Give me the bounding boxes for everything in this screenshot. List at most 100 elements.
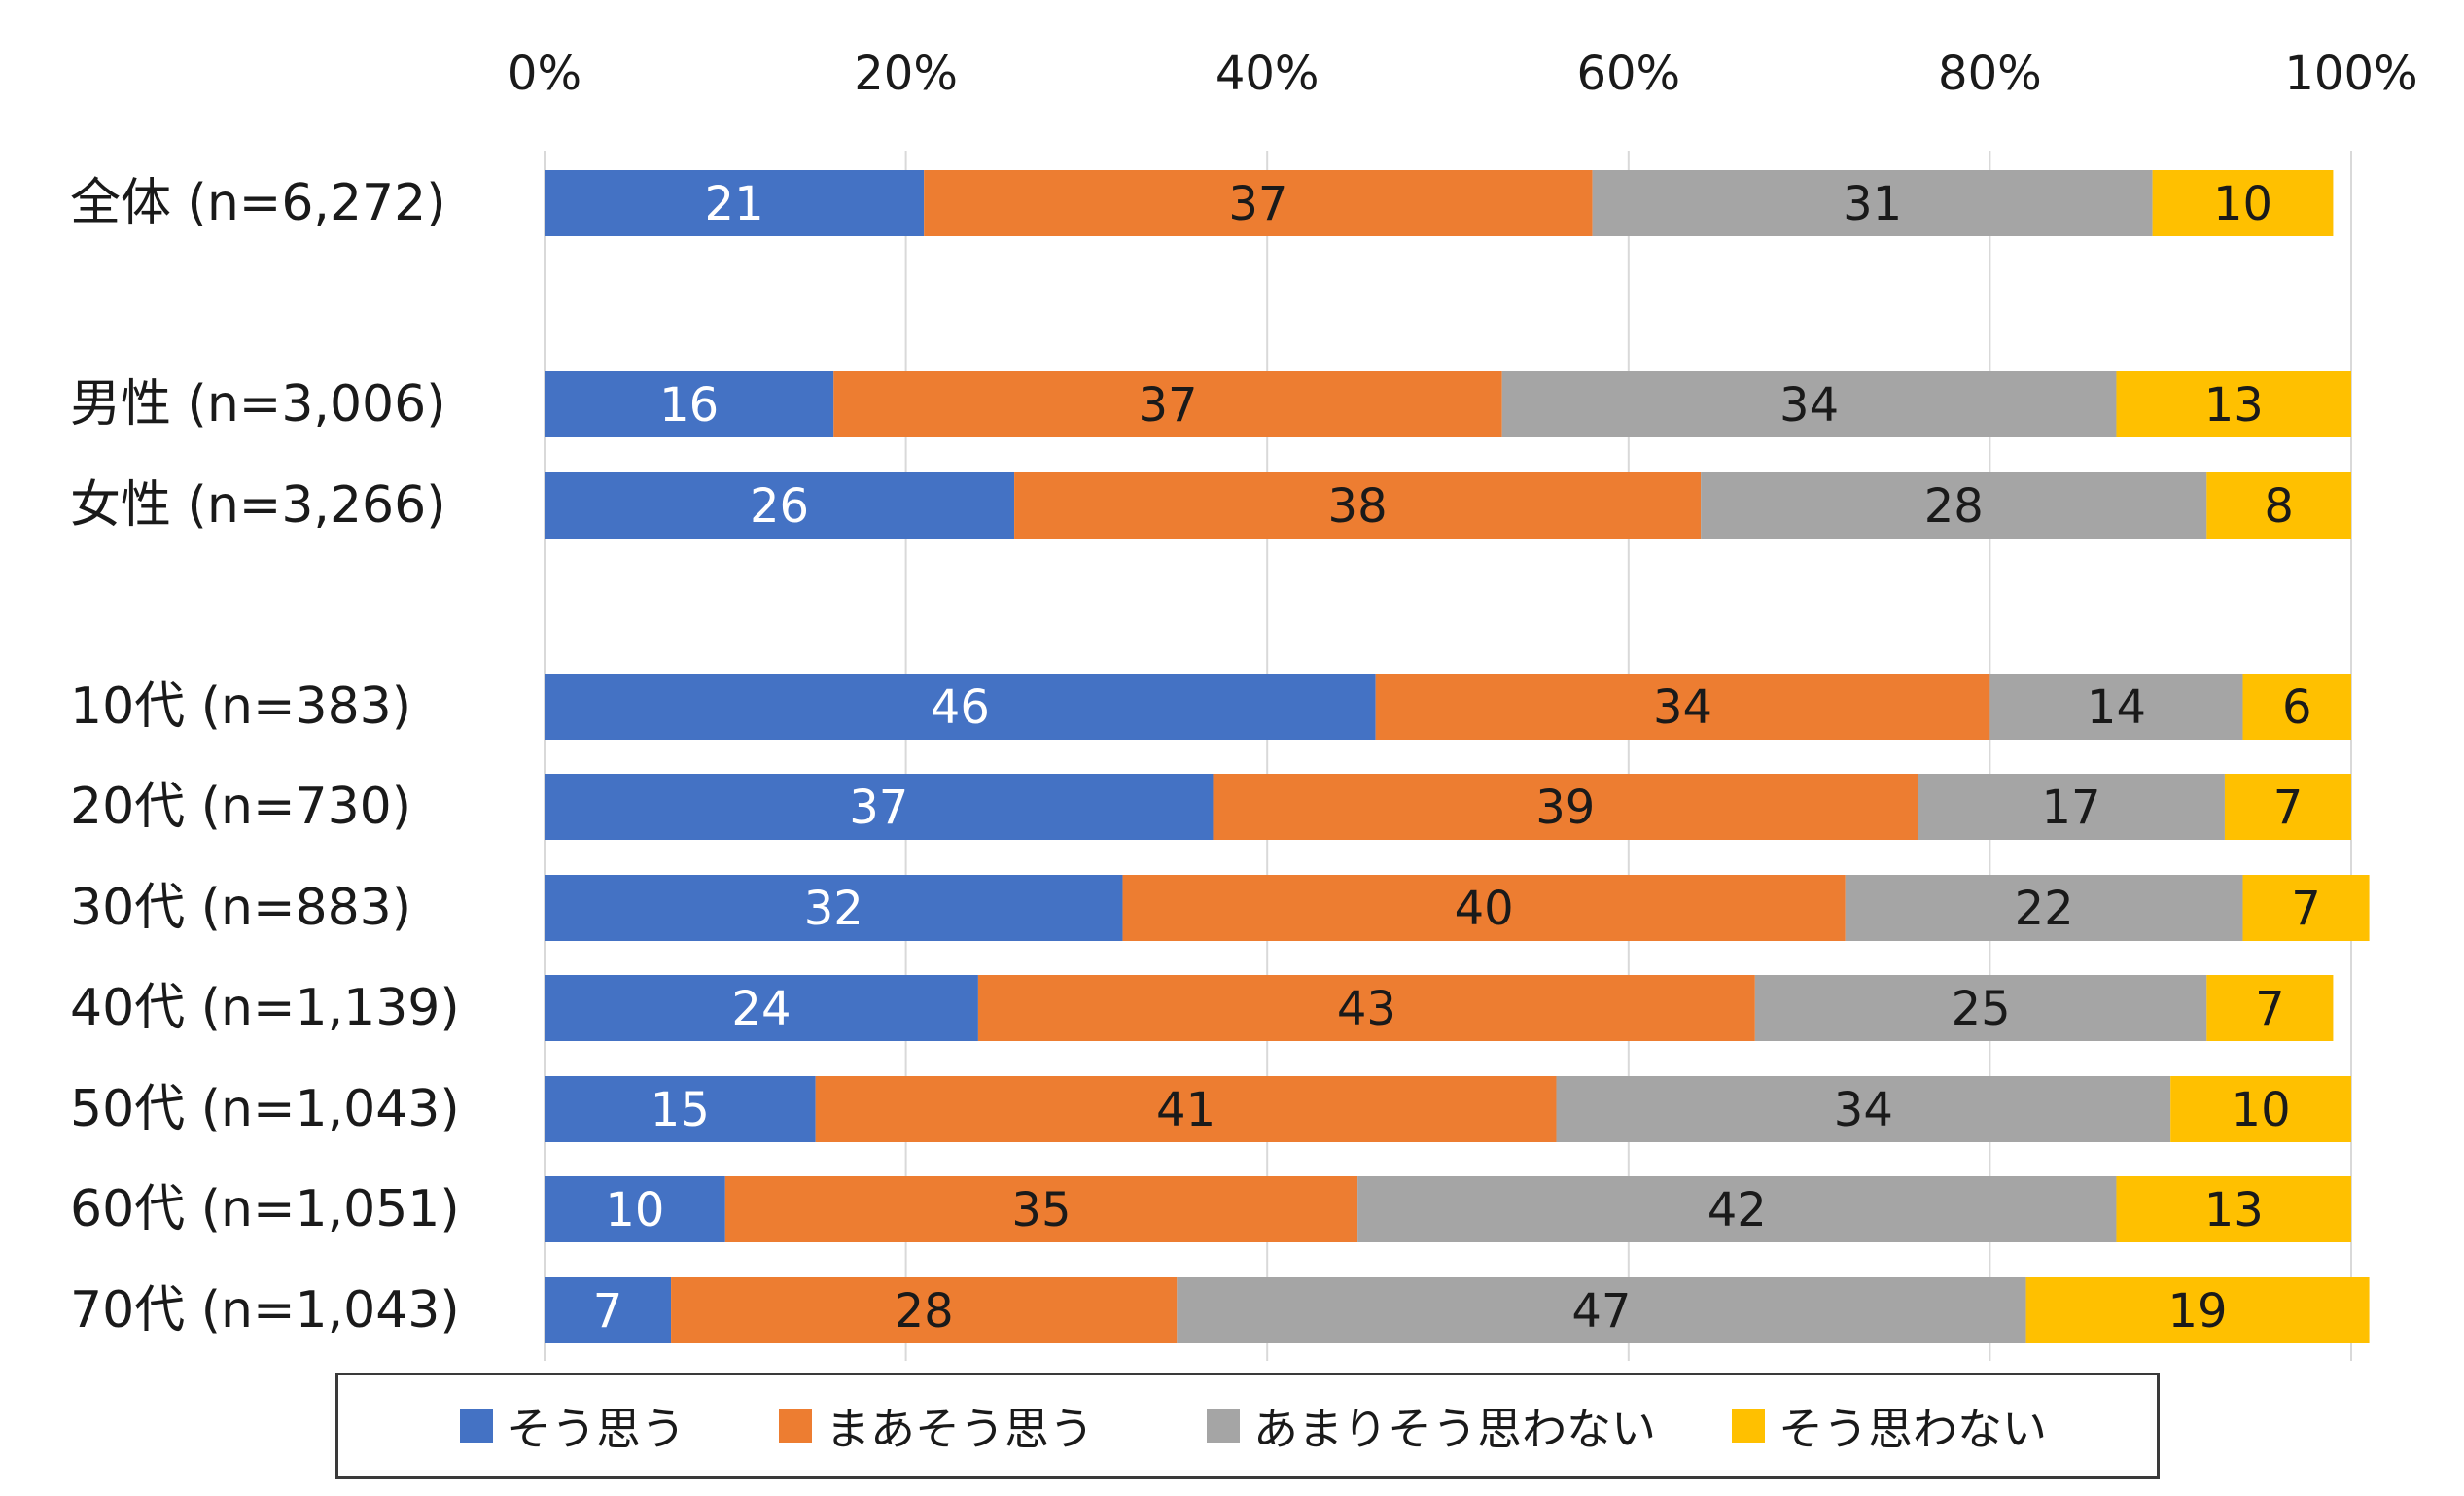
category-label: 40代 (n=1,139): [70, 979, 460, 1037]
data-label: 25: [1952, 982, 2011, 1036]
bar-segment: [2152, 170, 2334, 236]
bar-segment: [545, 1176, 725, 1242]
bar-segment: [1592, 170, 2153, 236]
data-label: 37: [1138, 378, 1197, 433]
data-label: 34: [1779, 378, 1839, 433]
legend-label-2: まあそう思う: [826, 1402, 1094, 1455]
bar-segment: [2025, 1277, 2370, 1343]
bar-segment: [545, 875, 1123, 941]
data-label: 15: [651, 1083, 710, 1137]
x-tick-label: 60%: [1576, 47, 1680, 101]
data-label: 16: [659, 378, 719, 433]
data-label: 14: [2087, 680, 2146, 735]
bar-segment: [671, 1277, 1178, 1343]
bar-segment: [1989, 674, 2243, 740]
category-label: 70代 (n=1,043): [70, 1281, 460, 1339]
data-label: 21: [705, 177, 764, 231]
data-label: 37: [849, 781, 908, 835]
legend-swatch-4: [1732, 1409, 1765, 1443]
data-label: 6: [2282, 680, 2312, 735]
bar-segment: [545, 472, 1015, 539]
legend-item-2: まあそう思う: [779, 1375, 1094, 1476]
data-label: 41: [1156, 1083, 1215, 1137]
bar-segment: [833, 371, 1502, 437]
data-label: 38: [1328, 479, 1388, 534]
bar-segment: [977, 975, 1755, 1041]
legend-label-3: あまりそう思わない: [1253, 1402, 1656, 1455]
bar-segment: [1501, 371, 2117, 437]
data-label: 19: [2168, 1284, 2228, 1339]
bar-segment: [2242, 875, 2370, 941]
category-label: 男性 (n=3,006): [70, 375, 446, 434]
data-label: 47: [1571, 1284, 1631, 1339]
data-label: 28: [895, 1284, 954, 1339]
bar-segment: [2242, 674, 2351, 740]
legend-item-1: そう思う: [460, 1375, 686, 1476]
data-label: 24: [731, 982, 791, 1036]
bar-segment: [1357, 1176, 2117, 1242]
bar-segment: [1014, 472, 1702, 539]
bar-segment: [1556, 1076, 2171, 1142]
legend-swatch-3: [1207, 1409, 1240, 1443]
data-label: 8: [2264, 479, 2294, 534]
bar-segment: [545, 371, 834, 437]
data-label: 10: [605, 1183, 664, 1237]
bar-segment: [1754, 975, 2207, 1041]
bar-segment: [545, 774, 1214, 840]
bar-segment: [2206, 472, 2351, 539]
data-label: 34: [1653, 680, 1712, 735]
data-label: 43: [1337, 982, 1396, 1036]
category-label: 60代 (n=1,051): [70, 1180, 460, 1238]
x-tick-label: 0%: [508, 47, 581, 101]
legend-label-4: そう思わない: [1778, 1402, 2047, 1455]
data-label: 10: [2232, 1083, 2291, 1137]
bar-segment: [2116, 371, 2351, 437]
data-label: 7: [2255, 982, 2285, 1036]
bar-segment: [924, 170, 1593, 236]
legend: そう思う まあそう思う あまりそう思わない そう思わない: [335, 1373, 2160, 1479]
bar-segment: [545, 1076, 816, 1142]
x-tick-label: 20%: [854, 47, 958, 101]
data-label: 7: [2273, 781, 2304, 835]
bar-segment: [545, 975, 978, 1041]
legend-swatch-1: [460, 1409, 493, 1443]
data-label: 37: [1228, 177, 1287, 231]
bar-segment: [815, 1076, 1557, 1142]
category-label: 全体 (n=6,272): [70, 174, 446, 232]
legend-item-3: あまりそう思わない: [1207, 1375, 1656, 1476]
data-label: 26: [750, 479, 809, 534]
bar-segment: [724, 1176, 1358, 1242]
data-label: 22: [2015, 882, 2074, 936]
data-label: 17: [2041, 781, 2100, 835]
bar-segment: [545, 170, 925, 236]
x-tick-label: 100%: [2284, 47, 2417, 101]
data-label: 7: [593, 1284, 623, 1339]
data-label: 13: [2204, 378, 2264, 433]
category-label: 女性 (n=3,266): [70, 476, 446, 535]
data-label: 32: [804, 882, 863, 936]
data-label: 13: [2204, 1183, 2264, 1237]
legend-swatch-2: [779, 1409, 812, 1443]
data-label: 10: [2213, 177, 2272, 231]
bar-segment: [1177, 1277, 2026, 1343]
category-label: 10代 (n=383): [70, 678, 411, 736]
category-labels: 全体 (n=6,272) 男性 (n=3,006) 女性 (n=3,266) 10代 …: [70, 174, 460, 1339]
bar-segment: [545, 1277, 672, 1343]
bar-segment: [1122, 875, 1846, 941]
bar-segment: [1701, 472, 2207, 539]
data-label: 40: [1455, 882, 1514, 936]
x-axis-tick-labels: 0% 20% 40% 60% 80% 100%: [508, 47, 2418, 101]
data-label: 39: [1535, 781, 1595, 835]
bar-segment: [1918, 774, 2225, 840]
category-label: 20代 (n=730): [70, 778, 411, 836]
data-label: 34: [1834, 1083, 1893, 1137]
legend-item-4: そう思わない: [1732, 1375, 2047, 1476]
data-label: 35: [1011, 1183, 1071, 1237]
bar-segment: [2224, 774, 2351, 840]
bar-segment: [2206, 975, 2334, 1041]
bar-segment: [2170, 1076, 2351, 1142]
bar-segment: [1845, 875, 2243, 941]
gridlines: [544, 151, 2352, 1361]
data-label: 7: [2291, 882, 2321, 936]
